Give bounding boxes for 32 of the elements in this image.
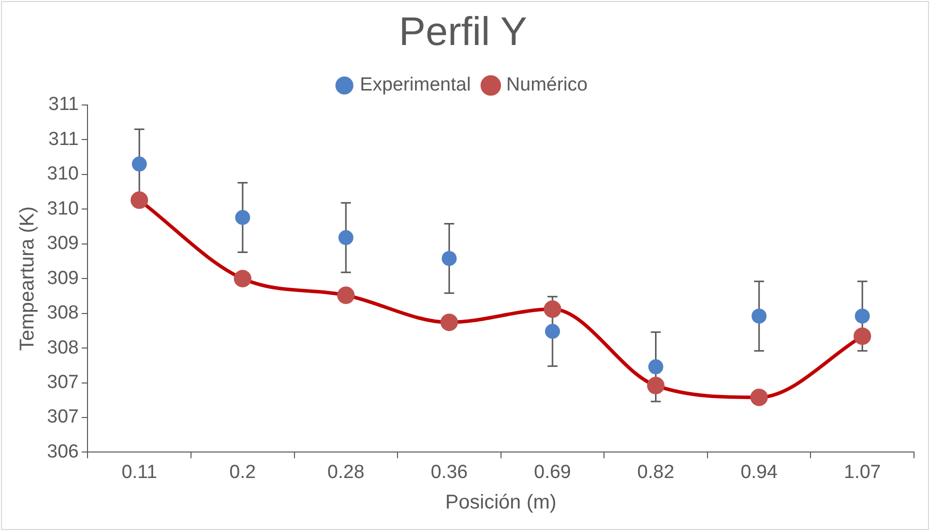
x-tick-label: 0.11	[122, 462, 158, 483]
x-tick-label: 0.36	[430, 462, 468, 483]
y-tick-label: 310	[47, 198, 79, 220]
legend-label: Numérico	[506, 74, 588, 96]
y-tick-label: 311	[48, 94, 79, 116]
x-tick-label: 0.28	[327, 462, 364, 483]
chart-title: Perfil Y	[398, 10, 528, 54]
x-tick-label: 0.69	[534, 462, 571, 483]
point	[338, 230, 354, 246]
y-tick-label: 308	[47, 337, 79, 358]
point	[132, 156, 147, 172]
y-tick-label: 306	[47, 441, 79, 462]
point	[544, 324, 560, 339]
point	[752, 308, 767, 324]
point	[442, 250, 457, 266]
x-tick-label: 0.82	[637, 462, 674, 483]
y-tick-label: 307	[47, 372, 79, 393]
y-tick-label: 307	[47, 406, 79, 428]
x-axis-title: Posición (m)	[445, 492, 556, 514]
x-tick-label: 1.07	[844, 462, 881, 483]
y-tick-label: 311	[48, 128, 79, 150]
y-tick-label: 310	[47, 164, 79, 185]
x-tick-label: 0.94	[740, 462, 778, 483]
x-tick-label: 0.2	[229, 462, 256, 483]
y-tick-label: 309	[47, 268, 79, 289]
y-tick-label: 309	[47, 233, 79, 254]
y-tick-label: 308	[47, 302, 79, 324]
point	[235, 210, 250, 225]
point	[854, 308, 870, 324]
legend-label: Experimental	[360, 74, 471, 96]
point	[648, 359, 664, 374]
y-axis-title: Tempeartura (K)	[16, 206, 39, 351]
